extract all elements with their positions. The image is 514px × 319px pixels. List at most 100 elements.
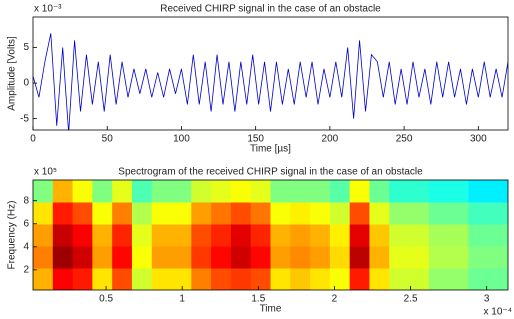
heat-cell — [369, 180, 389, 203]
heat-cell — [449, 268, 469, 291]
heat-cell — [429, 268, 449, 291]
heat-cell — [92, 180, 112, 203]
heat-cell — [172, 268, 192, 291]
heat-cell — [73, 180, 93, 203]
heat-cell — [369, 246, 389, 269]
heat-cell — [73, 202, 93, 225]
heat-cell — [112, 224, 132, 247]
y-tick-label: 0 — [23, 78, 29, 89]
heat-cell — [290, 180, 310, 203]
heat-cell — [251, 224, 271, 247]
y-tick-label: -5 — [20, 113, 29, 124]
heat-cell — [251, 246, 271, 269]
x-tick-label: 100 — [173, 134, 190, 145]
heat-cell — [290, 268, 310, 291]
x-tick-label: 0.5 — [99, 294, 113, 305]
heat-cell — [53, 268, 73, 291]
heat-cell — [488, 224, 508, 247]
heat-cell — [231, 246, 251, 269]
heat-cell — [132, 224, 152, 247]
x-axis-label: Time [µs] — [250, 144, 291, 155]
heat-cell — [251, 202, 271, 225]
heat-cell — [330, 268, 350, 291]
heat-cell — [33, 224, 53, 247]
axes-box — [33, 17, 508, 130]
heat-cell — [191, 202, 211, 225]
heat-cell — [449, 202, 469, 225]
heat-cell — [132, 202, 152, 225]
heat-cell — [330, 246, 350, 269]
heat-cell — [92, 202, 112, 225]
heat-cell — [92, 246, 112, 269]
heat-cell — [251, 268, 271, 291]
heat-cell — [191, 180, 211, 203]
heat-cell — [152, 246, 172, 269]
heat-cell — [132, 180, 152, 203]
x-tick-label: 50 — [102, 134, 114, 145]
heat-cell — [310, 202, 330, 225]
figure: 050100150200250300-505Received CHIRP sig… — [0, 0, 514, 319]
y-tick-label: 6 — [23, 218, 29, 229]
x-tick-label: 300 — [470, 134, 487, 145]
x-tick-label: 1 — [179, 294, 185, 305]
x-tick-label: 2 — [332, 294, 338, 305]
x-tick-label: 0 — [30, 134, 36, 145]
y-tick-label: 8 — [23, 195, 29, 206]
heat-cell — [191, 224, 211, 247]
heat-cell — [211, 224, 231, 247]
heat-cell — [231, 224, 251, 247]
heat-cell — [132, 268, 152, 291]
heat-cell — [152, 268, 172, 291]
heat-cell — [488, 268, 508, 291]
chart-title: Spectrogram of the received CHIRP signal… — [118, 167, 423, 178]
heat-cell — [429, 202, 449, 225]
heat-cell — [330, 180, 350, 203]
plot-area — [33, 33, 508, 132]
heat-cell — [310, 268, 330, 291]
heat-cell — [112, 180, 132, 203]
heat-cell — [271, 202, 291, 225]
heat-cell — [152, 202, 172, 225]
heat-cell — [33, 246, 53, 269]
x-tick-label: 200 — [322, 134, 339, 145]
heat-cell — [33, 268, 53, 291]
heat-cell — [409, 202, 429, 225]
heat-cell — [73, 246, 93, 269]
heat-cell — [389, 268, 409, 291]
heat-cell — [468, 268, 488, 291]
heat-cell — [211, 202, 231, 225]
heat-cell — [310, 246, 330, 269]
heat-cell — [468, 224, 488, 247]
x-exponent: x 10⁻⁴ — [484, 307, 512, 318]
x-tick-label: 2.5 — [404, 294, 418, 305]
heat-cell — [271, 268, 291, 291]
heat-cell — [231, 202, 251, 225]
heat-cell — [350, 224, 370, 247]
heat-cell — [409, 268, 429, 291]
heat-cell — [73, 224, 93, 247]
heat-cell — [92, 224, 112, 247]
heat-cell — [350, 202, 370, 225]
heat-cell — [488, 180, 508, 203]
heat-cell — [330, 224, 350, 247]
heat-cell — [310, 224, 330, 247]
heat-cell — [53, 202, 73, 225]
heat-cell — [449, 246, 469, 269]
heat-cell — [330, 202, 350, 225]
heat-cell — [152, 224, 172, 247]
x-tick-label: 250 — [396, 134, 413, 145]
y-tick-label: 2 — [23, 264, 29, 275]
heat-cell — [112, 246, 132, 269]
heat-cell — [271, 180, 291, 203]
heat-cell — [112, 268, 132, 291]
heat-cell — [191, 246, 211, 269]
heat-cell — [172, 180, 192, 203]
heat-cell — [350, 246, 370, 269]
heat-cell — [271, 224, 291, 247]
heat-cell — [449, 180, 469, 203]
y-tick-label: 5 — [23, 42, 29, 53]
heat-cell — [132, 246, 152, 269]
heat-cell — [389, 180, 409, 203]
heat-cell — [211, 180, 231, 203]
heat-cell — [409, 224, 429, 247]
